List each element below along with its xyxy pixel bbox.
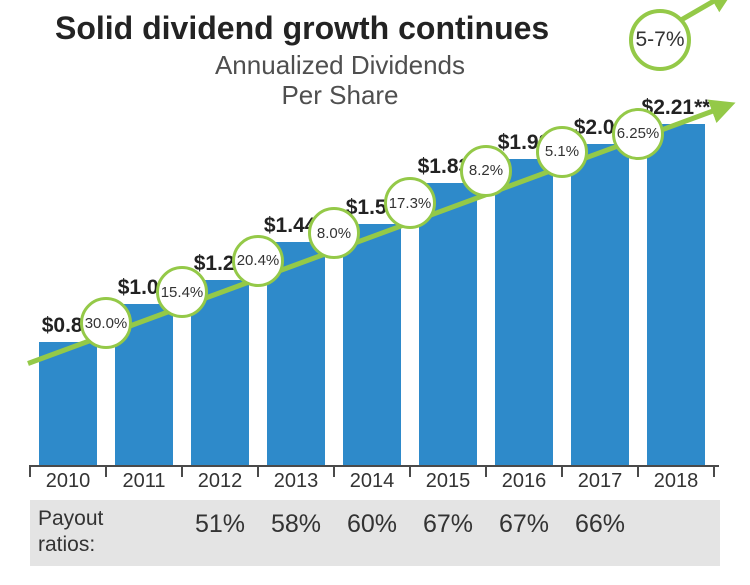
subtitle-line2: Per Share (180, 80, 500, 110)
bar (495, 159, 553, 465)
payout-value: 66% (562, 510, 638, 539)
payout-label-line2: ratios: (38, 532, 103, 558)
x-axis-line (31, 465, 719, 467)
bar (571, 144, 629, 465)
payout-value: 67% (410, 510, 486, 539)
bar (419, 183, 477, 465)
subtitle-line1: Annualized Dividends (180, 50, 500, 80)
year-label: 2012 (182, 470, 258, 493)
bar-chart: $0.80$1.04$1.20$1.445$1.56$1.83*$1.98$2.… (30, 110, 720, 465)
year-label: 2010 (30, 470, 106, 493)
year-label: 2011 (106, 470, 182, 493)
growth-bubble: 30.0% (80, 297, 132, 349)
year-label: 2013 (258, 470, 334, 493)
growth-bubble: 15.4% (156, 266, 208, 318)
payout-label-line1: Payout (38, 506, 103, 532)
chart-title: Solid dividend growth continues (55, 10, 549, 47)
growth-bubble: 6.25% (612, 108, 664, 160)
year-label: 2017 (562, 470, 638, 493)
bar (343, 224, 401, 465)
year-label: 2016 (486, 470, 562, 493)
payout-value: 60% (334, 510, 410, 539)
payout-value: 58% (258, 510, 334, 539)
bar (647, 124, 705, 465)
payout-row: Payout ratios: 51%58%60%67%67%66% (30, 500, 720, 566)
growth-bubble: 8.2% (460, 145, 512, 197)
year-label: 2018 (638, 470, 714, 493)
growth-bubble: 5.1% (536, 126, 588, 178)
target-growth-bubble: 5-7% (629, 9, 691, 71)
growth-bubble: 20.4% (232, 235, 284, 287)
year-label: 2015 (410, 470, 486, 493)
payout-value: 67% (486, 510, 562, 539)
payout-value: 51% (182, 510, 258, 539)
bar (39, 342, 97, 465)
payout-label: Payout ratios: (38, 506, 103, 558)
growth-bubble: 8.0% (308, 207, 360, 259)
chart-subtitle: Annualized Dividends Per Share (180, 50, 500, 110)
year-label: 2014 (334, 470, 410, 493)
growth-bubble: 17.3% (384, 177, 436, 229)
